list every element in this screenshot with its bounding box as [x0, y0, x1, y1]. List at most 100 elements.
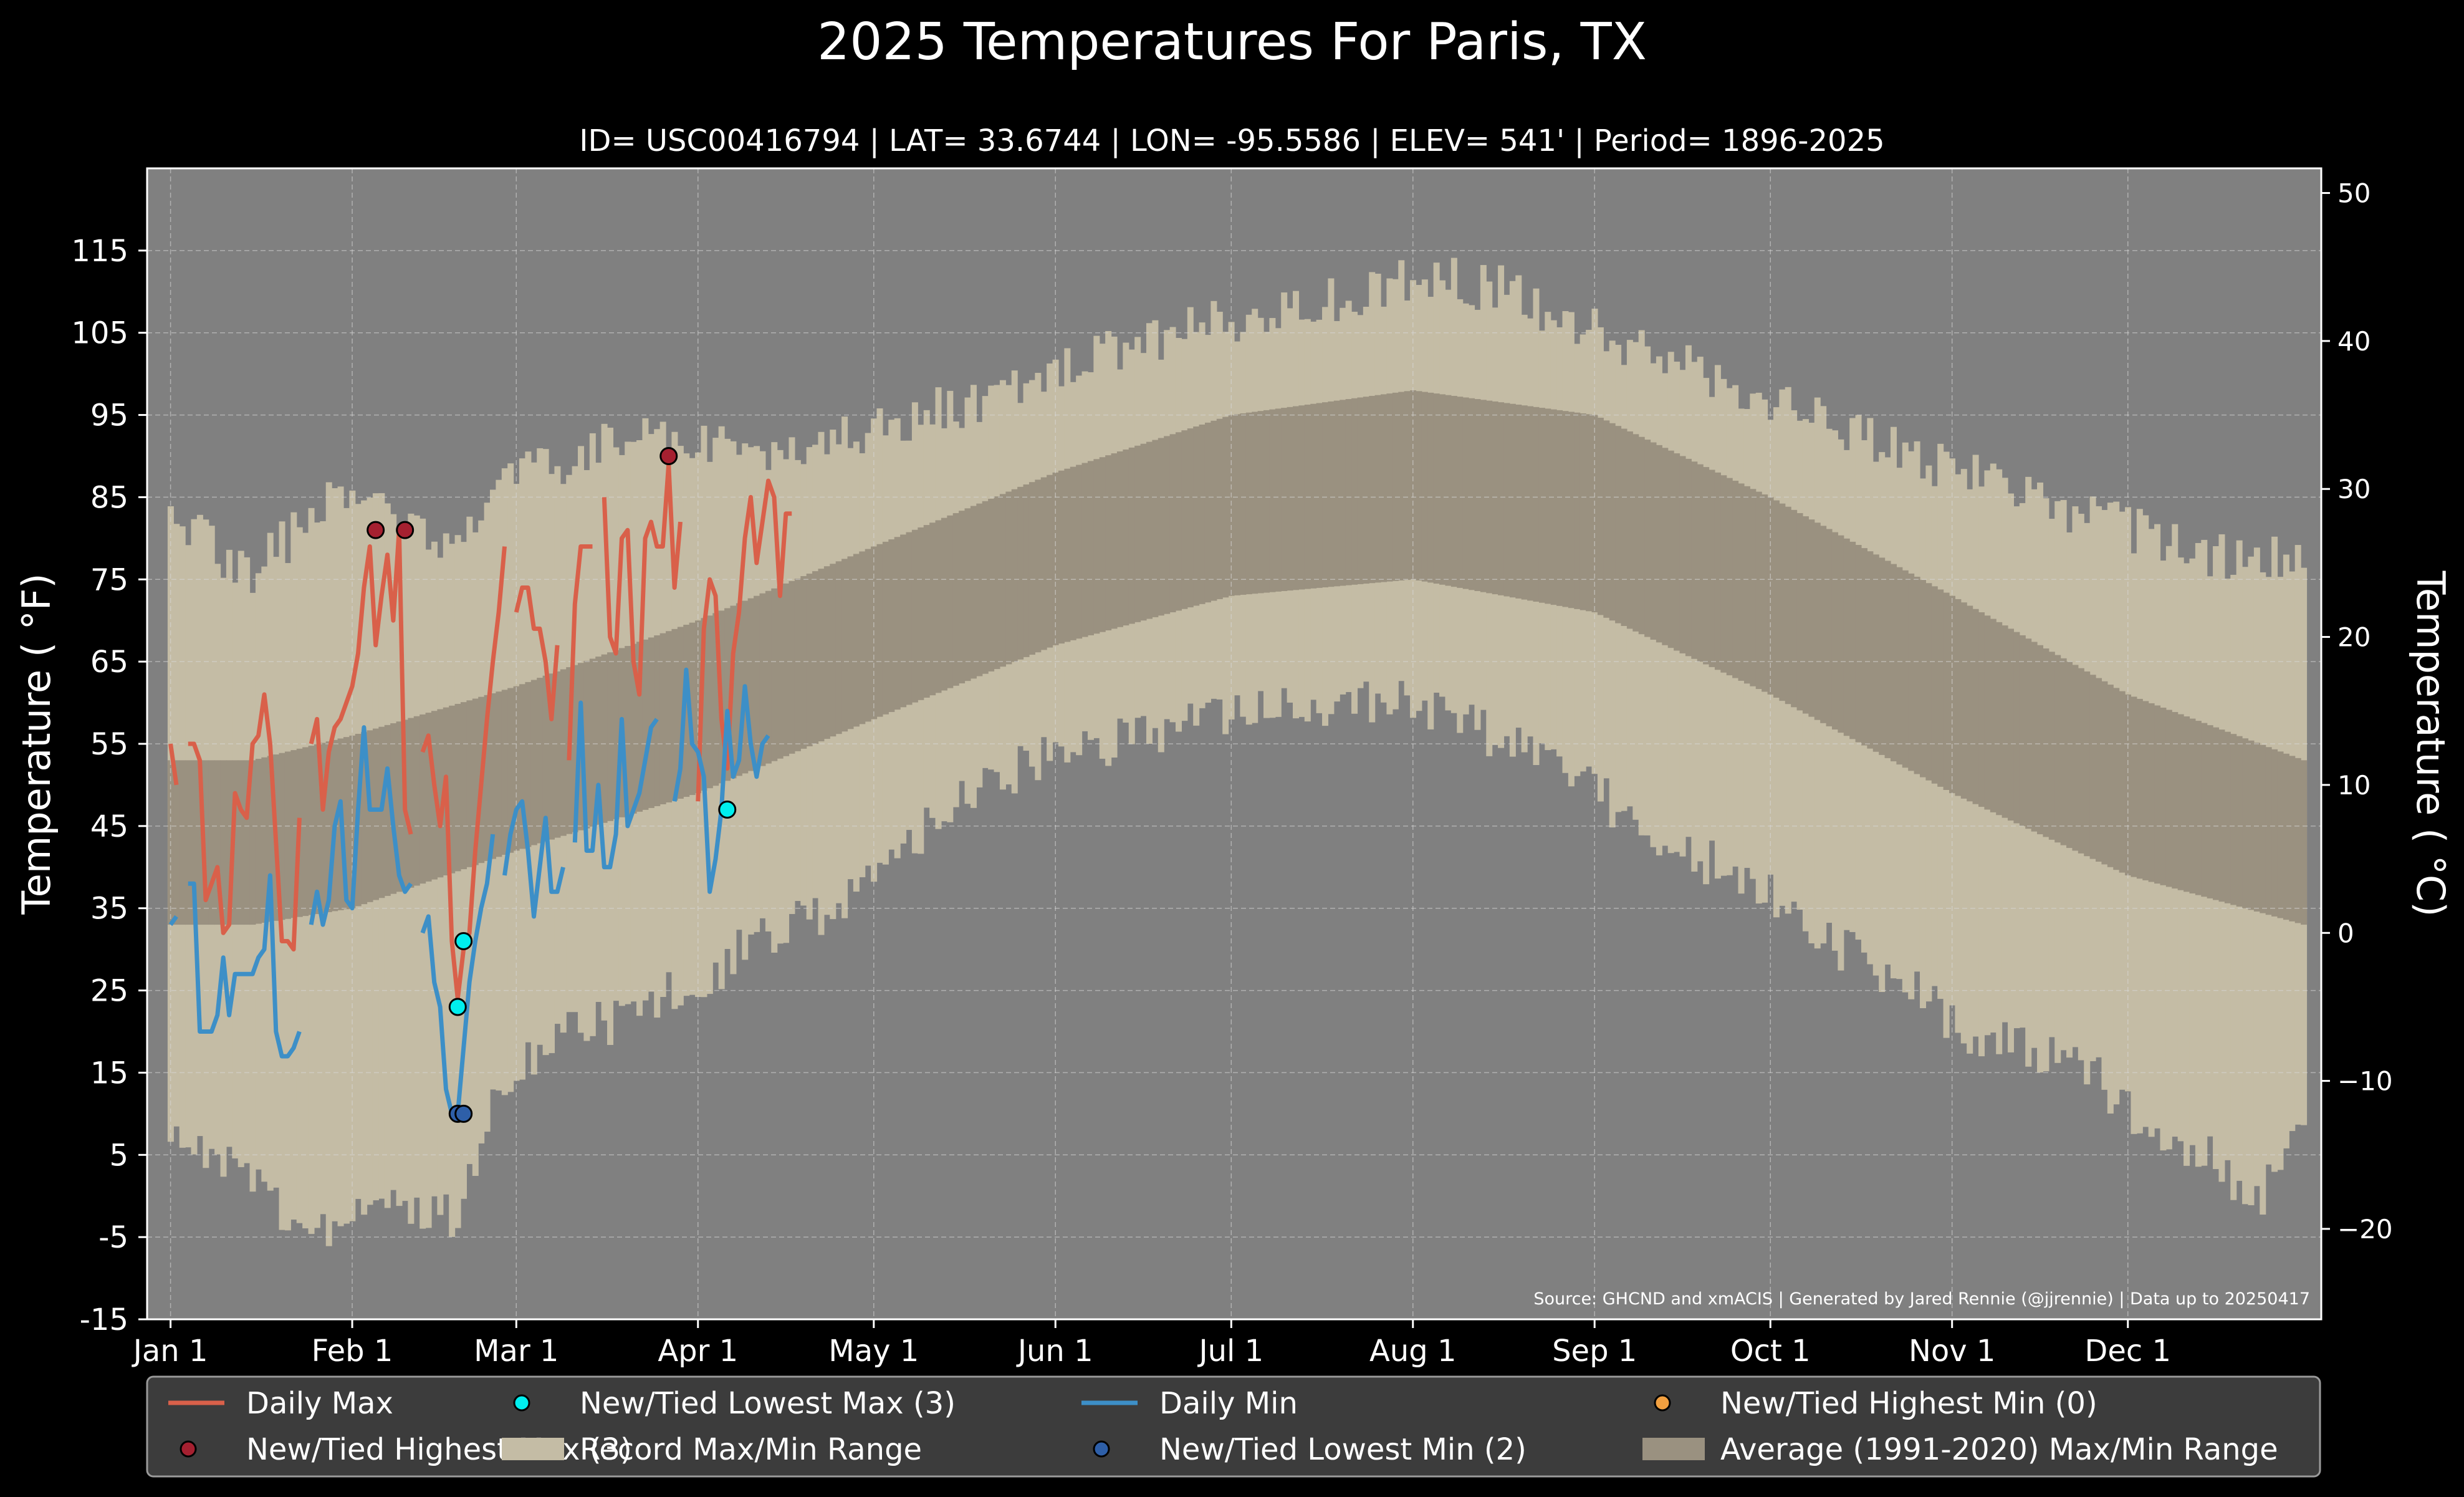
station-info-subtitle: ID= USC00416794 | LAT= 33.6744 | LON= -9…: [579, 123, 1885, 158]
normal-range-bar: [1902, 570, 1909, 768]
normal-range-bar: [1404, 391, 1411, 580]
normal-range-bar: [572, 665, 578, 832]
normal-range-bar: [2089, 675, 2096, 859]
normal-range-bar: [413, 716, 420, 886]
normal-range-bar: [1028, 482, 1035, 655]
normal-range-bar: [970, 506, 977, 679]
record-markers: [367, 447, 737, 1123]
normal-range-bar: [1398, 392, 1405, 580]
normal-range-bar: [314, 744, 320, 915]
normal-range-bar: [2213, 727, 2220, 900]
legend-dot-swatch: [180, 1440, 197, 1458]
normal-range-bar: [1908, 573, 1915, 771]
normal-range-bar: [1632, 434, 1639, 632]
normal-range-bar: [1181, 430, 1188, 609]
normal-range-bar: [636, 642, 643, 812]
normal-range-bar: [1128, 447, 1135, 624]
x-tick-label: Sep 1: [1552, 1334, 1637, 1369]
x-tick-label: Dec 1: [2084, 1334, 2171, 1369]
normal-range-bar: [2248, 740, 2255, 910]
daily-max-line: [188, 692, 302, 952]
normal-range-bar: [1867, 551, 1874, 749]
normal-range-bar: [1445, 395, 1452, 586]
normal-range-bar: [1040, 477, 1047, 650]
normal-range-bar: [1755, 491, 1762, 690]
normal-range-bar: [320, 743, 327, 913]
normal-range-bar: [2253, 743, 2260, 912]
normal-range-bar: [1609, 423, 1616, 621]
normal-range-bar: [1621, 428, 1627, 627]
normal-range-bar: [1023, 484, 1030, 657]
normal-range-bar: [2131, 696, 2137, 877]
normal-range-bar: [1047, 474, 1053, 648]
normal-range-bar: [1855, 544, 1862, 743]
x-tick-label: Mar 1: [474, 1334, 558, 1369]
normal-range-bar: [759, 593, 766, 766]
normal-range-bar: [830, 564, 837, 737]
normal-range-bar: [595, 657, 602, 825]
normal-range-bar: [1439, 394, 1446, 585]
normal-range-bar: [1099, 457, 1106, 632]
normal-range-bar: [367, 730, 373, 902]
normal-range-bar: [1076, 465, 1083, 639]
normal-range-bar: [519, 684, 526, 849]
daily-max-line: [567, 544, 593, 761]
daily-min-line: [309, 725, 413, 927]
normal-range-bar: [1287, 407, 1293, 591]
normal-range-bar: [1943, 592, 1950, 791]
daily-max-line: [309, 527, 413, 835]
normal-range-bar: [1340, 400, 1346, 586]
normal-range-bar: [185, 760, 192, 925]
y-axis-title-right: Temperature ( °C): [2408, 570, 2453, 917]
normal-range-bar: [1328, 401, 1335, 587]
normal-range-bar: [1081, 463, 1088, 637]
normal-range-bar: [941, 517, 947, 691]
normal-range-bar: [818, 569, 825, 742]
normal-range-bar: [754, 595, 760, 769]
daily-max-line: [168, 743, 179, 786]
normal-range-bar: [1204, 422, 1211, 603]
record-marker: [367, 521, 385, 539]
normal-range-bar: [1374, 395, 1381, 583]
source-credit: Source: GHCND and xmACIS | Generated by …: [1533, 1289, 2310, 1309]
normal-range-bar: [1808, 519, 1815, 717]
legend-label: Record Max/Min Range: [580, 1432, 922, 1467]
normal-range-bar: [2119, 691, 2126, 873]
x-axis: Jan 1 Feb 1 Mar 1 Apr 1 May 1 Jun 1 Jul 1 Aug 1…: [132, 1319, 2171, 1369]
normal-range-bar: [378, 726, 385, 898]
normal-range-bar: [2277, 751, 2284, 918]
y-tick-label-right: 50: [2337, 178, 2371, 209]
normal-range-bar: [1240, 413, 1247, 595]
normal-range-bar: [349, 735, 356, 908]
normal-range-bar: [888, 539, 895, 712]
normal-range-bar: [1831, 532, 1838, 730]
normal-range-bar: [1703, 467, 1710, 665]
normal-range-bar: [1509, 403, 1516, 598]
normal-range-bar: [724, 608, 731, 781]
normal-range-bar: [659, 633, 666, 804]
normal-range-bar: [290, 750, 297, 918]
legend-label: New/Tied Highest Max (3): [246, 1432, 632, 1467]
normal-range-bar: [284, 751, 291, 919]
y-tick-label-right: 40: [2337, 326, 2371, 357]
x-tick-label: Nov 1: [1909, 1334, 1995, 1369]
normal-range-bar: [1245, 412, 1252, 595]
normal-range-bar: [1433, 393, 1440, 584]
y-tick-label-right: 0: [2337, 918, 2354, 948]
normal-range-bar: [1316, 403, 1323, 588]
normal-range-bar: [1550, 409, 1557, 605]
normal-range-bar: [2019, 635, 2026, 826]
normal-range-bar: [2101, 681, 2108, 865]
normal-range-bar: [1187, 428, 1194, 608]
normal-range-bar: [1222, 416, 1229, 598]
daily-min-line: [572, 700, 659, 870]
record-marker: [718, 800, 737, 819]
normal-range-bar: [959, 511, 966, 684]
normal-range-bar: [1533, 407, 1540, 602]
normal-range-bar: [232, 760, 239, 925]
normal-range-bar: [1931, 586, 1938, 784]
normal-range-bar: [823, 566, 830, 739]
legend-label: New/Tied Lowest Max (3): [580, 1386, 956, 1421]
normal-range-bar: [1457, 397, 1464, 588]
normal-range-bar: [1960, 602, 1967, 799]
